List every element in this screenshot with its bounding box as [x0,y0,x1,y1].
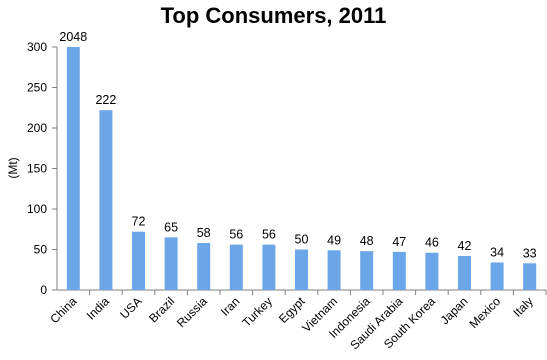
bar [295,249,308,290]
y-tick-label: 100 [27,202,47,216]
labels: 2048 China 222 India 72 USA 65 Brazil 58 Russia 56… [47,30,536,352]
data-label: 34 [490,245,504,259]
data-label: 58 [197,226,211,240]
data-label: 222 [95,93,116,107]
bar [458,255,471,290]
x-tick-label: Japan [438,294,471,327]
x-tick-label: India [84,294,113,323]
x-tick-label: Russia [174,294,210,330]
y-axis-title: (Mt) [6,157,20,178]
x-tick-label: China [47,294,79,326]
x-tick-label: Italy [510,294,535,319]
bar [99,110,113,291]
data-label: 49 [327,233,341,247]
data-label: 42 [458,239,472,253]
data-label: 2048 [59,30,87,44]
bar [132,231,145,290]
data-label: 47 [392,235,406,249]
bar [490,262,504,290]
data-label: 56 [229,228,243,242]
y-tick-label: 300 [27,40,47,54]
bar [425,252,439,290]
bar [392,251,406,290]
data-label: 50 [295,233,309,247]
data-label: 46 [425,236,439,250]
bar [66,47,80,290]
x-tick-label: Brazil [146,294,177,325]
x-tick-label: USA [117,294,144,321]
y-tick-label: 150 [27,162,47,176]
x-tick-label: Turkey [240,294,276,330]
data-label: 65 [164,220,178,234]
bar [197,243,211,290]
chart-title: Top Consumers, 2011 [160,3,387,28]
data-label: 48 [360,234,374,248]
bars [66,47,537,291]
x-tick-label: Iran [218,294,243,319]
y-tick-label: 250 [27,81,47,95]
bar [229,244,243,290]
bar [327,250,341,290]
y-tick-label: 200 [27,121,47,135]
bar [262,244,276,290]
bar [360,251,374,290]
bar [164,237,178,290]
data-label: 72 [132,215,146,229]
bar [523,263,537,290]
y-tick-label: 0 [40,283,47,297]
data-label: 56 [262,228,276,242]
x-tick-label: Mexico [466,294,503,331]
y-tick-label: 50 [34,243,48,257]
data-label: 33 [523,246,537,260]
